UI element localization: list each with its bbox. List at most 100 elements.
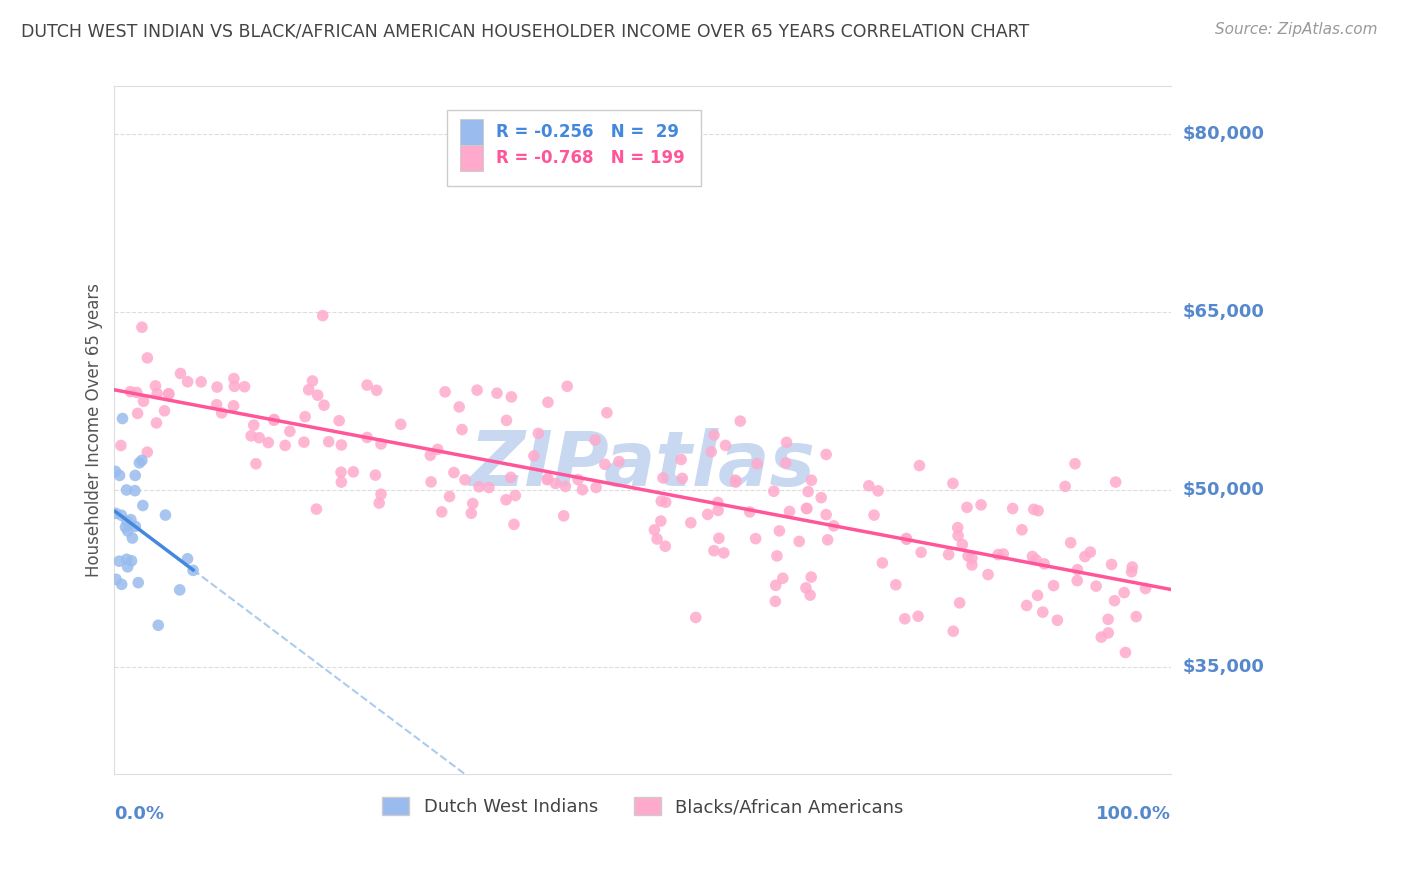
Point bbox=[294, 409, 316, 424]
Point bbox=[301, 374, 323, 388]
Point bbox=[115, 515, 138, 529]
Point bbox=[257, 435, 280, 450]
Point bbox=[908, 458, 931, 473]
Point bbox=[810, 491, 832, 505]
Point bbox=[794, 581, 817, 595]
Point bbox=[762, 484, 785, 499]
Point bbox=[607, 454, 630, 468]
Text: ZIPatlas: ZIPatlas bbox=[470, 427, 815, 501]
Point bbox=[1074, 549, 1097, 564]
Point bbox=[728, 414, 751, 428]
Point bbox=[765, 578, 787, 592]
Point bbox=[671, 471, 693, 485]
Point bbox=[1105, 475, 1128, 489]
Point bbox=[775, 456, 797, 470]
Point bbox=[110, 438, 132, 452]
Point bbox=[366, 384, 388, 398]
Point bbox=[131, 453, 153, 467]
Point bbox=[430, 505, 453, 519]
Point bbox=[772, 571, 794, 585]
Point bbox=[707, 495, 730, 509]
Point bbox=[312, 398, 335, 412]
Point bbox=[460, 506, 482, 520]
Point bbox=[1032, 605, 1054, 619]
Point bbox=[527, 426, 550, 441]
Text: R = -0.256   N =  29: R = -0.256 N = 29 bbox=[496, 123, 679, 141]
Point bbox=[1022, 502, 1045, 516]
Point bbox=[669, 452, 692, 467]
Point bbox=[942, 624, 965, 639]
Point bbox=[389, 417, 412, 432]
Point bbox=[451, 423, 474, 437]
Point bbox=[128, 456, 150, 470]
Point bbox=[501, 390, 523, 404]
Point bbox=[1059, 535, 1081, 549]
Point bbox=[950, 537, 973, 551]
Point bbox=[1026, 588, 1049, 602]
Point bbox=[240, 429, 263, 443]
Text: $35,000: $35,000 bbox=[1182, 658, 1264, 676]
Point bbox=[977, 567, 1000, 582]
Point bbox=[117, 524, 139, 538]
Point bbox=[987, 548, 1010, 562]
Point bbox=[426, 442, 449, 457]
Point bbox=[117, 559, 139, 574]
Point bbox=[120, 513, 142, 527]
Point bbox=[127, 575, 149, 590]
Point bbox=[148, 618, 170, 632]
Point bbox=[443, 466, 465, 480]
Point bbox=[815, 447, 838, 461]
Point bbox=[1121, 560, 1143, 574]
Point bbox=[763, 594, 786, 608]
Point bbox=[766, 549, 789, 563]
Point bbox=[370, 487, 392, 501]
Point bbox=[485, 386, 508, 401]
Point bbox=[993, 547, 1015, 561]
Point bbox=[1066, 563, 1088, 577]
Point bbox=[330, 465, 353, 479]
Point bbox=[896, 532, 918, 546]
Point bbox=[434, 384, 457, 399]
Point bbox=[1042, 579, 1064, 593]
Point bbox=[544, 476, 567, 491]
Text: 0.0%: 0.0% bbox=[114, 805, 165, 822]
Point bbox=[555, 379, 578, 393]
Point bbox=[910, 545, 932, 559]
Point bbox=[176, 375, 198, 389]
Point bbox=[643, 523, 665, 537]
Point bbox=[454, 473, 477, 487]
Point bbox=[797, 484, 820, 499]
Legend: Dutch West Indians, Blacks/African Americans: Dutch West Indians, Blacks/African Ameri… bbox=[375, 789, 911, 823]
Point bbox=[745, 457, 768, 471]
Point bbox=[1001, 501, 1024, 516]
Point bbox=[224, 379, 246, 393]
Point bbox=[505, 489, 527, 503]
Point bbox=[328, 414, 350, 428]
Point bbox=[1097, 626, 1119, 640]
Point bbox=[205, 380, 228, 394]
Point bbox=[775, 435, 797, 450]
Point bbox=[478, 481, 501, 495]
Point bbox=[111, 577, 134, 591]
Point bbox=[1125, 609, 1147, 624]
Point bbox=[247, 431, 270, 445]
Point bbox=[136, 351, 159, 365]
Point bbox=[938, 548, 960, 562]
Point bbox=[121, 531, 143, 545]
Y-axis label: Householder Income Over 65 years: Householder Income Over 65 years bbox=[86, 284, 103, 577]
Point bbox=[960, 551, 983, 566]
Point bbox=[585, 481, 607, 495]
Point bbox=[146, 386, 169, 401]
Point bbox=[368, 496, 391, 510]
Point bbox=[205, 398, 228, 412]
Point bbox=[896, 533, 918, 547]
Point bbox=[596, 406, 619, 420]
Point bbox=[104, 464, 127, 478]
Point bbox=[115, 552, 138, 566]
Point bbox=[817, 533, 839, 547]
Point bbox=[537, 472, 560, 486]
Point bbox=[707, 531, 730, 545]
Point bbox=[305, 502, 328, 516]
Point bbox=[242, 418, 264, 433]
Point bbox=[724, 475, 747, 489]
